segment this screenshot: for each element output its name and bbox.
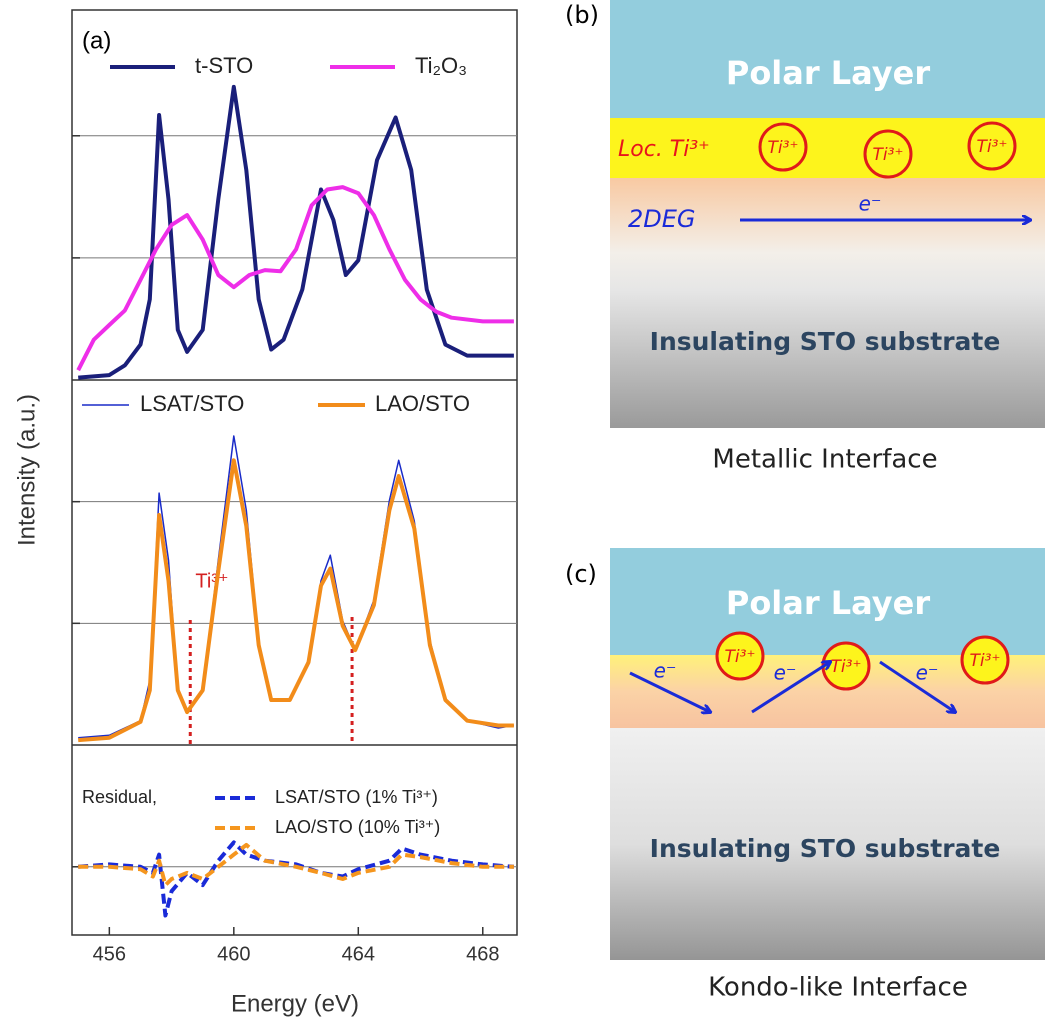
layer-label: Polar Layer	[726, 54, 930, 92]
carrier-label: 2DEG	[628, 205, 696, 233]
caption: Kondo-like Interface	[708, 973, 968, 1003]
electron-label: e⁻	[654, 659, 677, 683]
series-line	[78, 435, 515, 739]
substrate-label: Insulating STO substrate	[650, 834, 1001, 863]
legend-label: t-STO	[195, 53, 253, 78]
legend-label: LAO/STO (10% Ti³⁺)	[275, 817, 440, 837]
ion-label: Ti³⁺	[873, 145, 904, 165]
x-tick-label: 464	[342, 943, 375, 965]
ion	[758, 122, 808, 172]
polar-layer	[610, 0, 1045, 118]
diagram-b: (b) Polar Layer Loc. Ti³⁺ Ti³⁺ Ti³⁺ Ti³⁺…	[565, 0, 1045, 475]
panel-label: (c)	[565, 560, 597, 588]
diagram-c: (c) Polar Layer Ti³⁺ Ti³⁺ Ti³⁺ e⁻ e⁻ e⁻ …	[565, 548, 1045, 1003]
substrate	[610, 728, 1045, 960]
substrate-label: Insulating STO substrate	[650, 327, 1001, 356]
x-axis-label: Energy (eV)	[231, 990, 359, 1017]
ion-label: Ti³⁺	[831, 657, 862, 677]
ion-label: Ti³⁺	[977, 137, 1008, 157]
electron-label: e⁻	[774, 661, 797, 685]
polar-layer	[610, 548, 1045, 655]
annotation: Ti³⁺	[195, 570, 228, 592]
panel-label: (a)	[82, 27, 111, 54]
legend-label: Ti₂O₃	[415, 53, 467, 78]
caption: Metallic Interface	[712, 445, 937, 475]
ion	[715, 631, 765, 681]
ion	[967, 121, 1017, 171]
legend-label: LAO/STO	[375, 391, 470, 416]
panel-label: (b)	[565, 1, 599, 29]
arrow	[629, 671, 710, 712]
ion-label: Ti³⁺	[970, 651, 1001, 671]
series-line	[76, 185, 514, 372]
layer-label: Polar Layer	[726, 584, 930, 622]
ion	[960, 635, 1010, 685]
y-axis-label: Intensity (a.u.)	[13, 394, 40, 546]
ion	[863, 129, 913, 179]
layer-label: Loc. Ti³⁺	[618, 137, 710, 162]
electron-label: e⁻	[859, 192, 882, 216]
arrow	[751, 662, 830, 714]
electron-label: e⁻	[916, 661, 939, 685]
ion-label: Ti³⁺	[725, 647, 756, 667]
legend-label: LSAT/STO (1% Ti³⁺)	[275, 787, 438, 807]
ti-layer	[610, 118, 1045, 178]
ion-label: Ti³⁺	[768, 138, 799, 158]
series-line	[78, 840, 515, 918]
x-tick-label: 460	[217, 943, 250, 965]
series-line	[78, 842, 514, 888]
legend-title: Residual,	[82, 787, 157, 807]
series-line	[78, 458, 514, 743]
series-line	[78, 84, 514, 380]
plot-frame	[71, 9, 518, 936]
x-tick-label: 456	[93, 943, 126, 965]
arrow	[879, 660, 955, 712]
x-tick-label: 468	[466, 943, 499, 965]
legend-label: LSAT/STO	[140, 391, 244, 416]
